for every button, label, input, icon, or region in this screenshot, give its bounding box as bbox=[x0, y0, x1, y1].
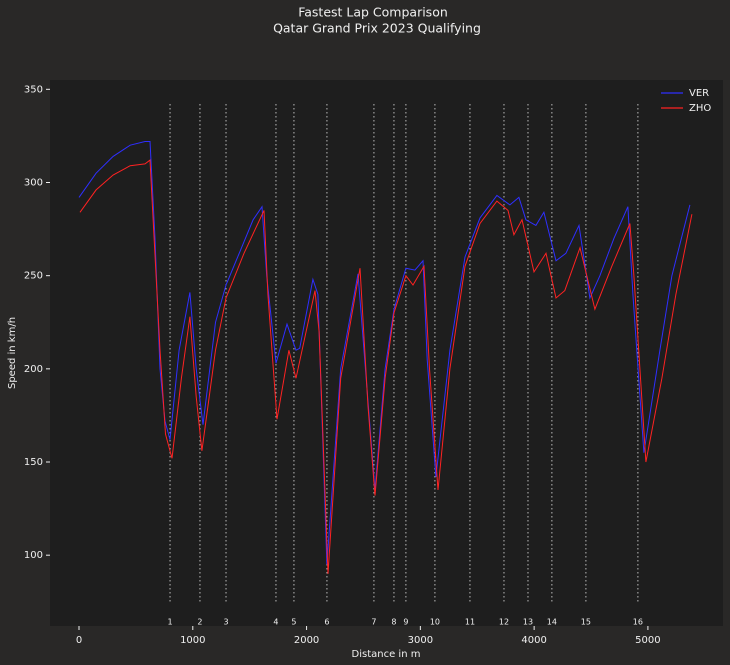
y-tick-label: 200 bbox=[24, 364, 43, 375]
legend-label: VER bbox=[689, 88, 709, 99]
corner-label: 3 bbox=[223, 618, 228, 627]
x-tick-label: 1000 bbox=[180, 635, 205, 646]
corner-label: 8 bbox=[391, 618, 396, 627]
corner-label: 15 bbox=[581, 618, 591, 627]
corner-label: 2 bbox=[197, 618, 202, 627]
y-tick-label: 150 bbox=[24, 457, 43, 468]
speed-line bbox=[79, 159, 693, 574]
plot-area bbox=[50, 80, 723, 626]
corner-label: 10 bbox=[430, 618, 440, 627]
corner-label: 13 bbox=[523, 618, 533, 627]
corner-label: 7 bbox=[371, 618, 376, 627]
x-tick-label: 0 bbox=[76, 635, 82, 646]
chart-title: Fastest Lap Comparison bbox=[298, 5, 448, 20]
x-tick-label: 3000 bbox=[408, 635, 433, 646]
corner-label: 16 bbox=[633, 618, 643, 627]
chart-subtitle: Qatar Grand Prix 2023 Qualifying bbox=[273, 21, 481, 36]
x-tick-label: 5000 bbox=[635, 635, 660, 646]
corner-label: 5 bbox=[291, 618, 296, 627]
x-tick-label: 2000 bbox=[294, 635, 319, 646]
y-axis-label: Speed in km/h bbox=[7, 317, 18, 389]
corner-label: 12 bbox=[499, 618, 509, 627]
x-tick-label: 4000 bbox=[521, 635, 546, 646]
y-tick-label: 300 bbox=[24, 177, 43, 188]
corner-label: 1 bbox=[167, 618, 172, 627]
x-axis-label: Distance in m bbox=[352, 649, 421, 660]
corner-label: 11 bbox=[465, 618, 475, 627]
corner-label: 14 bbox=[547, 618, 557, 627]
legend-label: ZHO bbox=[689, 103, 711, 114]
corner-label: 4 bbox=[273, 618, 278, 627]
y-tick-label: 100 bbox=[24, 550, 43, 561]
y-tick-label: 350 bbox=[24, 84, 43, 95]
corner-label: 9 bbox=[403, 618, 408, 627]
y-tick-label: 250 bbox=[24, 271, 43, 282]
corner-label: 6 bbox=[324, 618, 329, 627]
